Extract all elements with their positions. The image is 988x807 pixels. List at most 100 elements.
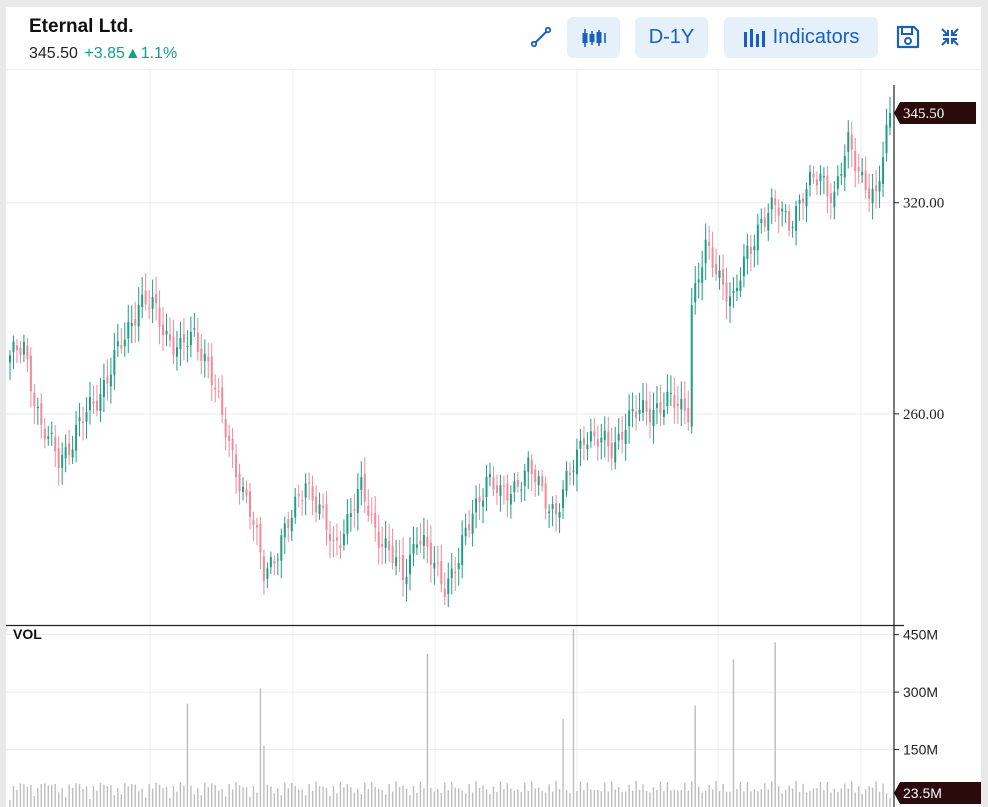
candle-body — [461, 535, 464, 566]
chart-type-button[interactable] — [567, 17, 620, 58]
volume-bar — [878, 791, 881, 807]
volume-bar — [57, 792, 60, 807]
volume-bar — [398, 787, 401, 807]
volume-bar — [148, 784, 150, 807]
volume-bar — [624, 791, 627, 807]
volume-bar — [89, 799, 91, 807]
volume-bar — [19, 783, 22, 807]
volume-bar — [851, 781, 853, 807]
candle-body — [182, 334, 185, 343]
indicators-button[interactable]: Indicators — [724, 17, 878, 58]
candle-body — [889, 112, 891, 128]
volume-bar — [847, 788, 849, 807]
candle-body — [123, 339, 126, 347]
volume-bar — [124, 783, 126, 807]
candle-body — [836, 176, 839, 189]
volume-bar — [263, 745, 265, 807]
candle-body — [433, 562, 436, 569]
volume-bar — [635, 780, 637, 807]
volume-bar — [764, 783, 766, 807]
volume-bar — [68, 784, 70, 807]
candle-body — [621, 431, 624, 440]
candle-body — [669, 392, 672, 394]
volume-tick-label: 150M — [903, 742, 938, 758]
price-chart[interactable]: 320.00 260.00 345.50 VOL 450M 300M 150M 23.5M — [6, 7, 981, 807]
range-button[interactable]: D-1Y — [635, 17, 708, 58]
volume-bar — [691, 781, 693, 807]
candle-body — [429, 542, 432, 565]
volume-bar — [684, 782, 686, 807]
volume-bar — [645, 790, 648, 807]
volume-bar — [517, 789, 519, 807]
candle-body — [297, 493, 300, 496]
volume-bar — [586, 782, 589, 807]
volume-bar — [510, 788, 512, 807]
volume-bar — [753, 789, 756, 807]
volume-bar — [280, 795, 283, 807]
candle-body — [635, 411, 638, 419]
candle-body — [864, 170, 867, 191]
volume-bar — [708, 784, 710, 807]
candle-body — [739, 280, 742, 291]
volume-bar — [889, 798, 891, 807]
volume-bar — [183, 785, 185, 807]
candle-body — [475, 498, 478, 513]
candle-body — [645, 400, 648, 413]
candle-body — [582, 438, 585, 445]
candle-body — [155, 294, 158, 304]
volume-bar — [291, 782, 293, 807]
candle-body — [26, 345, 29, 360]
volume-bar — [416, 793, 418, 807]
candle-body — [850, 134, 853, 150]
candle-body — [649, 408, 651, 422]
volume-bar — [304, 795, 307, 807]
volume-bar — [44, 783, 46, 807]
candle-body — [530, 459, 533, 474]
volume-bar — [857, 785, 860, 807]
volume-bar — [433, 791, 436, 807]
candle-body — [666, 391, 669, 407]
volume-bar — [638, 789, 641, 807]
volume-bar — [103, 784, 105, 807]
volume-bar — [113, 795, 116, 807]
volume-bar — [718, 791, 721, 807]
candle-body — [151, 297, 154, 309]
candle-body — [356, 489, 359, 514]
volume-bar — [172, 785, 175, 807]
volume-bar — [26, 786, 29, 807]
volume-bar — [357, 788, 359, 807]
volume-bar — [729, 791, 731, 807]
candle-body — [607, 431, 610, 447]
candle-body — [753, 246, 756, 251]
candle-body — [565, 470, 568, 492]
volume-bar — [757, 791, 759, 807]
volume-bar — [854, 792, 856, 807]
candle-body — [106, 375, 109, 384]
volume-bar — [61, 788, 63, 807]
volume-bar — [190, 785, 192, 807]
candle-body — [231, 439, 234, 451]
volume-bar — [249, 796, 251, 807]
save-button[interactable] — [890, 19, 926, 55]
volume-bar — [562, 718, 564, 807]
candle-body — [301, 499, 304, 501]
candle-body — [544, 483, 547, 509]
candle-body — [78, 417, 81, 422]
volume-bar — [569, 793, 571, 807]
candle-body — [673, 394, 676, 408]
candle-body — [360, 477, 363, 490]
candle-body — [537, 476, 540, 486]
candle-body — [868, 188, 871, 199]
candle-body — [711, 247, 714, 269]
collapse-icon — [939, 26, 961, 48]
last-price-label: 345.50 — [903, 106, 944, 122]
draw-tool-button[interactable] — [523, 19, 559, 55]
volume-bar — [235, 782, 237, 807]
candle-body — [795, 206, 798, 232]
volume-bar — [371, 782, 373, 807]
collapse-button[interactable] — [932, 19, 968, 55]
volume-bar — [537, 787, 540, 807]
volume-bar — [179, 782, 182, 807]
volume-bar — [444, 782, 446, 807]
candle-body — [718, 270, 721, 278]
